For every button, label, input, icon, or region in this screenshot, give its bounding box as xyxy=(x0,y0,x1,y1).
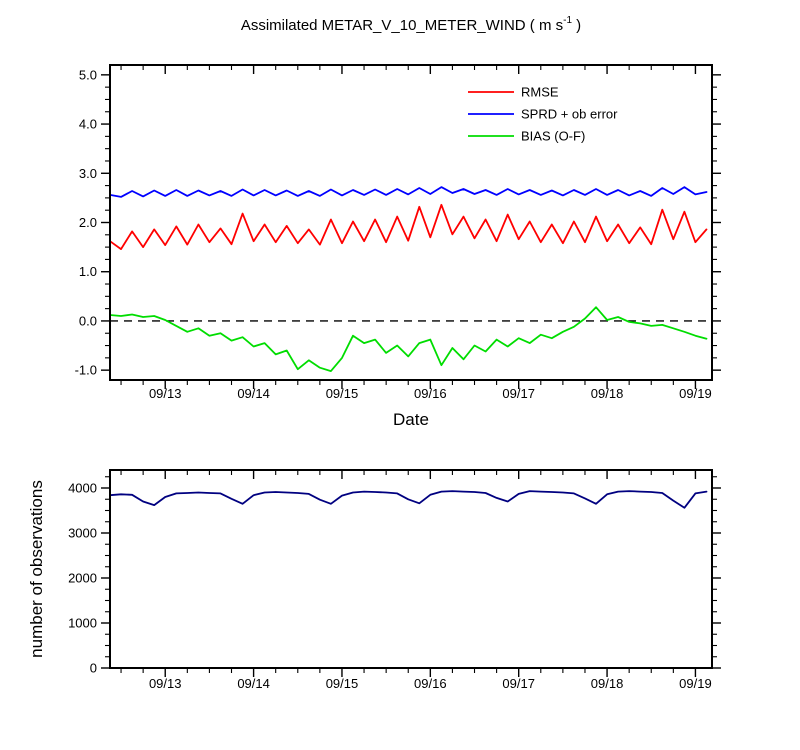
series-number-of-observations xyxy=(109,490,708,509)
x-tick-label: 09/15 xyxy=(326,676,359,691)
x-tick-label: 09/19 xyxy=(679,386,712,401)
y-tick-label: 3.0 xyxy=(79,166,97,181)
chart-title: Assimilated METAR_V_10_METER_WIND ( m s-… xyxy=(241,15,581,34)
plot-frame xyxy=(109,64,713,381)
legend-label-bias-o-f: BIAS (O-F) xyxy=(521,129,585,144)
x-tick-label: 09/16 xyxy=(414,676,447,691)
top-chart: 09/13 09/14 09/15 09/16 09/17 09/18 09/19 -1.0 0… xyxy=(75,15,721,429)
x-tick-label: 09/13 xyxy=(149,386,182,401)
y-tick-label: 5.0 xyxy=(79,67,97,82)
x-tick-label: 09/15 xyxy=(326,386,359,401)
x-tick-label: 09/18 xyxy=(591,676,624,691)
y-tick-label: 0 xyxy=(90,661,97,676)
y-tick-label: 2.0 xyxy=(79,215,97,230)
y-tick-label: 3000 xyxy=(68,526,97,541)
legend-label-rmse: RMSE xyxy=(521,85,559,100)
y-tick-label: 1.0 xyxy=(79,264,97,279)
x-tick-label: 09/14 xyxy=(237,676,270,691)
y-tick-label: 0.0 xyxy=(79,313,97,328)
x-tick-label: 09/14 xyxy=(237,386,270,401)
x-tick-label: 09/13 xyxy=(149,676,182,691)
series-sprd-ob-error xyxy=(109,186,708,198)
y-tick-label: 4000 xyxy=(68,481,97,496)
y-tick-label: 1000 xyxy=(68,616,97,631)
y-tick-label: -1.0 xyxy=(75,363,97,378)
legend-label-sprd-ob-error: SPRD + ob error xyxy=(521,107,618,122)
x-axis-label: Date xyxy=(393,410,429,429)
bottom-chart: 09/13 09/14 09/15 09/16 09/17 09/18 09/19 0 1000… xyxy=(27,469,721,691)
series-rmse xyxy=(109,203,708,251)
y-tick-label: 2000 xyxy=(68,571,97,586)
y-tick-label: 4.0 xyxy=(79,117,97,132)
x-tick-label: 09/17 xyxy=(502,676,535,691)
x-tick-label: 09/18 xyxy=(591,386,624,401)
x-tick-label: 09/16 xyxy=(414,386,447,401)
x-tick-label: 09/17 xyxy=(502,386,535,401)
plot-frame xyxy=(109,469,713,669)
series-bias-o-f xyxy=(109,306,708,373)
y-axis-label: number of observations xyxy=(27,480,46,658)
x-tick-label: 09/19 xyxy=(679,676,712,691)
